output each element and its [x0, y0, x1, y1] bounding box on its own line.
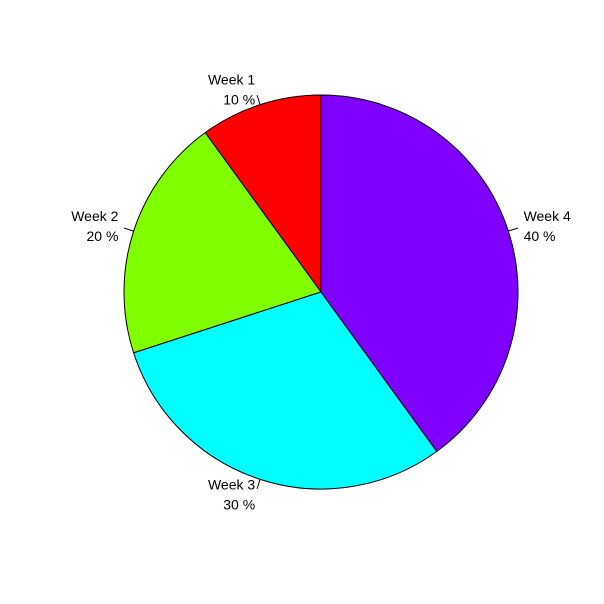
- slice-percent-label: 40 %: [524, 228, 556, 244]
- slice-category-label: Week 1: [208, 71, 255, 87]
- slice-label-tick: [508, 227, 519, 232]
- slice-percent-label: 30 %: [223, 497, 255, 513]
- slice-category-label: Week 3: [208, 477, 255, 493]
- slice-label-tick: [256, 94, 261, 105]
- slice-percent-label: 20 %: [87, 228, 119, 244]
- pie-slice-week-4: [320, 94, 519, 453]
- pie-slice-week-3: [133, 291, 438, 490]
- pie-slice-week-1: [204, 94, 322, 294]
- slice-category-label: Week 2: [71, 208, 118, 224]
- pie-slice-week-2: [123, 131, 322, 354]
- slice-label-tick: [123, 227, 134, 232]
- slice-percent-label: 10 %: [223, 91, 255, 107]
- slice-label-tick: [256, 479, 261, 490]
- slice-category-label: Week 4: [524, 208, 571, 224]
